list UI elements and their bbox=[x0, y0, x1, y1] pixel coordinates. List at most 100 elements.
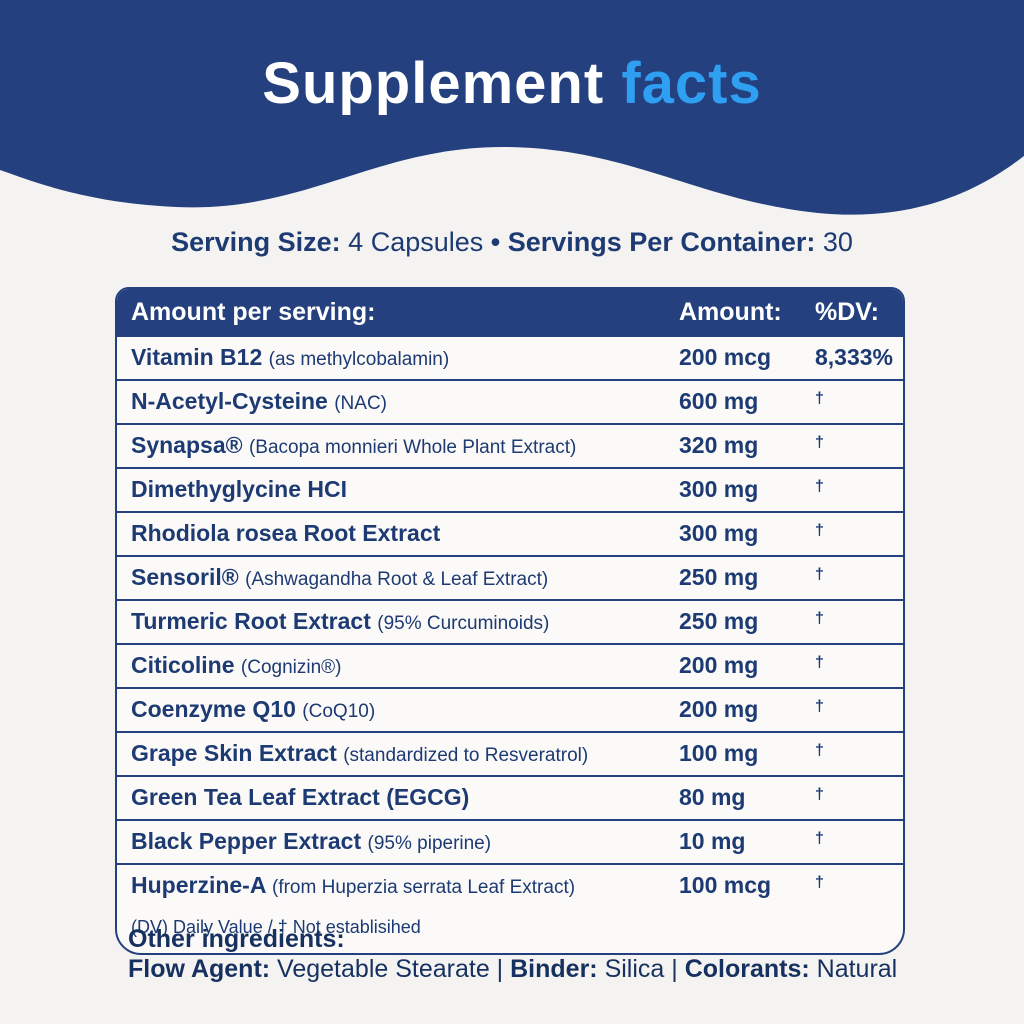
other-ingredients-line: Flow Agent: Vegetable Stearate | Binder:… bbox=[128, 955, 898, 983]
ingredient-name: Black Pepper Extract bbox=[131, 828, 362, 854]
ingredient-dv: † bbox=[815, 742, 824, 759]
serving-size-label: Serving Size: bbox=[171, 227, 341, 257]
table-row: Black Pepper Extract (95% piperine) 10 m… bbox=[117, 819, 903, 863]
ingredient-type-value: Natural bbox=[809, 955, 898, 983]
header-wave-shape bbox=[0, 0, 1024, 215]
ingredient-amount: 80 mg bbox=[679, 784, 746, 810]
servings-per-container-value: 30 bbox=[822, 227, 853, 257]
ingredient-dv: † bbox=[815, 654, 824, 671]
column-header-amount-per-serving: Amount per serving: bbox=[131, 298, 376, 326]
ingredient-detail: (from Huperzia serrata Leaf Extract) bbox=[272, 877, 576, 898]
ingredient-dv: † bbox=[815, 786, 824, 803]
ingredient-name-cell: N-Acetyl-Cysteine (NAC) bbox=[117, 388, 679, 415]
table-footnote: (DV) Daily Value / † Not establisihed bbox=[131, 917, 421, 937]
table-row: Vitamin B12 (as methylcobalamin) 200 mcg… bbox=[117, 337, 903, 379]
ingredient-amount: 200 mcg bbox=[679, 344, 772, 370]
ingredient-dv: 8,333% bbox=[815, 344, 894, 370]
ingredient-detail: (Cognizin®) bbox=[240, 657, 342, 678]
title-word-supplement: Supplement bbox=[262, 51, 605, 116]
table-row: Huperzine-A (from Huperzia serrata Leaf … bbox=[117, 863, 903, 907]
serving-size-line: Serving Size: 4 Capsules • Servings Per … bbox=[0, 227, 1024, 258]
ingredient-type-label: Colorants: bbox=[684, 955, 810, 983]
ingredient-type-label: Binder: bbox=[510, 955, 598, 983]
table-row: Dimethyglycine HCI 300 mg † bbox=[117, 467, 903, 511]
ingredient-detail: (Bacopa monnieri Whole Plant Extract) bbox=[248, 437, 577, 458]
ingredient-type-label: Flow Agent: bbox=[128, 955, 271, 983]
ingredient-dv: † bbox=[815, 610, 824, 627]
table-row: Coenzyme Q10 (CoQ10) 200 mg † bbox=[117, 687, 903, 731]
ingredient-amount: 10 mg bbox=[679, 828, 746, 854]
page-title: Supplement facts bbox=[0, 50, 1024, 117]
ingredient-detail: (standardized to Resveratrol) bbox=[343, 745, 589, 766]
other-ingredients-section: Other ingredients: Flow Agent: Vegetable… bbox=[128, 924, 918, 984]
ingredient-detail: (NAC) bbox=[334, 393, 388, 414]
other-ingredients-heading: Other ingredients: bbox=[128, 925, 345, 953]
ingredient-dv: † bbox=[815, 522, 824, 539]
ingredient-dv: † bbox=[815, 830, 824, 847]
supplement-facts-table: Amount per serving: Amount: %DV: Vitamin… bbox=[115, 287, 905, 955]
ingredient-dv: † bbox=[815, 566, 824, 583]
ingredient-amount: 200 mg bbox=[679, 652, 759, 678]
ingredient-dv: † bbox=[815, 434, 824, 451]
ingredient-name: Green Tea Leaf Extract (EGCG) bbox=[131, 784, 470, 810]
table-row: Sensoril® (Ashwagandha Root & Leaf Extra… bbox=[117, 555, 903, 599]
ingredient-name: Synapsa® bbox=[131, 432, 243, 458]
ingredient-detail: (95% Curcuminoids) bbox=[377, 613, 550, 634]
ingredient-amount: 250 mg bbox=[679, 564, 759, 590]
ingredient-name: N-Acetyl-Cysteine bbox=[131, 388, 328, 414]
ingredient-name-cell: Green Tea Leaf Extract (EGCG) bbox=[117, 784, 679, 811]
ingredient-amount: 250 mg bbox=[679, 608, 759, 634]
table-row: Rhodiola rosea Root Extract 300 mg † bbox=[117, 511, 903, 555]
ingredient-name: Vitamin B12 bbox=[131, 344, 263, 370]
ingredient-name-cell: Coenzyme Q10 (CoQ10) bbox=[117, 696, 679, 723]
ingredient-name: Sensoril® bbox=[131, 564, 239, 590]
ingredient-amount: 200 mg bbox=[679, 696, 759, 722]
ingredient-name-cell: Sensoril® (Ashwagandha Root & Leaf Extra… bbox=[117, 564, 679, 591]
ingredient-type-value: Silica bbox=[597, 955, 665, 983]
ingredient-name: Rhodiola rosea Root Extract bbox=[131, 520, 441, 546]
ingredient-amount: 100 mcg bbox=[679, 872, 772, 898]
column-header-dv: %DV: bbox=[815, 298, 879, 326]
ingredient-name-cell: Black Pepper Extract (95% piperine) bbox=[117, 828, 679, 855]
bullet-separator: • bbox=[490, 227, 501, 257]
ingredient-amount: 300 mg bbox=[679, 520, 759, 546]
ingredient-amount: 100 mg bbox=[679, 740, 759, 766]
table-row: N-Acetyl-Cysteine (NAC) 600 mg † bbox=[117, 379, 903, 423]
ingredient-name-cell: Citicoline (Cognizin®) bbox=[117, 652, 679, 679]
ingredient-name: Huperzine-A bbox=[131, 872, 266, 898]
ingredient-name-cell: Huperzine-A (from Huperzia serrata Leaf … bbox=[117, 872, 679, 899]
ingredient-name-cell: Synapsa® (Bacopa monnieri Whole Plant Ex… bbox=[117, 432, 679, 459]
ingredient-amount: 320 mg bbox=[679, 432, 759, 458]
ingredient-detail: (Ashwagandha Root & Leaf Extract) bbox=[245, 569, 549, 590]
ingredient-detail: (as methylcobalamin) bbox=[268, 349, 450, 370]
ingredient-name-cell: Dimethyglycine HCI bbox=[117, 476, 679, 503]
ingredient-name: Dimethyglycine HCI bbox=[131, 476, 347, 502]
ingredient-name-cell: Grape Skin Extract (standardized to Resv… bbox=[117, 740, 679, 767]
ingredient-name-cell: Vitamin B12 (as methylcobalamin) bbox=[117, 344, 679, 371]
table-row: Turmeric Root Extract (95% Curcuminoids)… bbox=[117, 599, 903, 643]
ingredient-dv: † bbox=[815, 478, 824, 495]
ingredient-name-cell: Rhodiola rosea Root Extract bbox=[117, 520, 679, 547]
ingredient-detail: (95% piperine) bbox=[367, 833, 492, 854]
ingredient-dv: † bbox=[815, 698, 824, 715]
table-header-row: Amount per serving: Amount: %DV: bbox=[117, 289, 903, 337]
title-word-facts: facts bbox=[621, 51, 762, 116]
ingredient-amount: 300 mg bbox=[679, 476, 759, 502]
column-header-amount: Amount: bbox=[679, 298, 782, 326]
ingredient-dv: † bbox=[815, 874, 824, 891]
table-body: Vitamin B12 (as methylcobalamin) 200 mcg… bbox=[117, 337, 903, 907]
table-row: Green Tea Leaf Extract (EGCG) 80 mg † bbox=[117, 775, 903, 819]
ingredient-dv: † bbox=[815, 390, 824, 407]
servings-per-container-label: Servings Per Container: bbox=[507, 227, 816, 257]
ingredient-name: Citicoline bbox=[131, 652, 235, 678]
ingredient-name: Turmeric Root Extract bbox=[131, 608, 371, 634]
table-row: Grape Skin Extract (standardized to Resv… bbox=[117, 731, 903, 775]
table-row: Synapsa® (Bacopa monnieri Whole Plant Ex… bbox=[117, 423, 903, 467]
serving-size-value: 4 Capsules bbox=[348, 227, 484, 257]
table-row: Citicoline (Cognizin®) 200 mg † bbox=[117, 643, 903, 687]
ingredient-amount: 600 mg bbox=[679, 388, 759, 414]
ingredient-type-value: Vegetable Stearate bbox=[270, 955, 490, 983]
ingredient-name-cell: Turmeric Root Extract (95% Curcuminoids) bbox=[117, 608, 679, 635]
ingredient-name: Grape Skin Extract bbox=[131, 740, 337, 766]
